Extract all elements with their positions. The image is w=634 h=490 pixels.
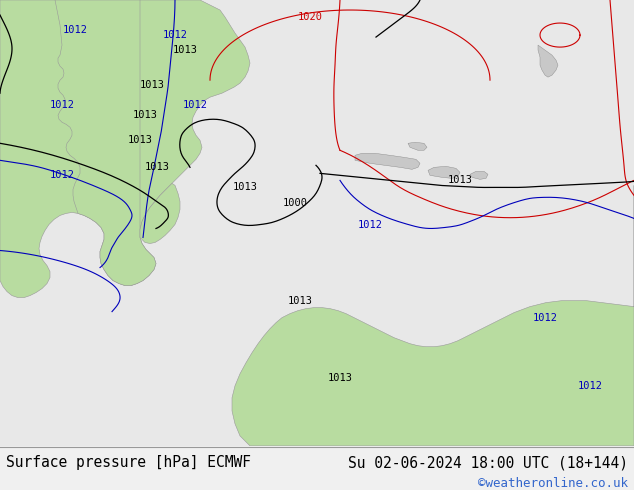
Polygon shape (408, 142, 427, 150)
Text: 1013: 1013 (233, 182, 257, 193)
Text: 1012: 1012 (49, 171, 75, 180)
Text: 1012: 1012 (533, 313, 557, 322)
Text: 1000: 1000 (283, 198, 307, 208)
Text: 1013: 1013 (127, 135, 153, 145)
Text: 1012: 1012 (578, 381, 602, 391)
Text: Surface pressure [hPa] ECMWF: Surface pressure [hPa] ECMWF (6, 455, 251, 470)
Polygon shape (355, 153, 420, 170)
Polygon shape (428, 166, 460, 178)
Polygon shape (470, 172, 488, 179)
Polygon shape (538, 45, 558, 77)
Text: 1013: 1013 (139, 80, 164, 90)
Text: Su 02-06-2024 18:00 UTC (18+144): Su 02-06-2024 18:00 UTC (18+144) (347, 455, 628, 470)
Text: 1013: 1013 (287, 295, 313, 306)
Text: ©weatheronline.co.uk: ©weatheronline.co.uk (477, 477, 628, 490)
Text: 1013: 1013 (172, 45, 198, 55)
Text: 1012: 1012 (183, 100, 207, 110)
Text: 1012: 1012 (63, 25, 87, 35)
Text: 1020: 1020 (297, 12, 323, 22)
Text: 1013: 1013 (145, 162, 169, 172)
Polygon shape (232, 185, 634, 446)
Polygon shape (0, 0, 250, 297)
Polygon shape (140, 183, 180, 244)
Text: 1013: 1013 (328, 373, 353, 383)
Polygon shape (55, 0, 156, 286)
Text: 1013: 1013 (133, 110, 157, 120)
Text: 1013: 1013 (448, 175, 472, 185)
Text: 1012: 1012 (49, 100, 75, 110)
Text: 1012: 1012 (358, 220, 382, 230)
Text: 1012: 1012 (162, 30, 188, 40)
